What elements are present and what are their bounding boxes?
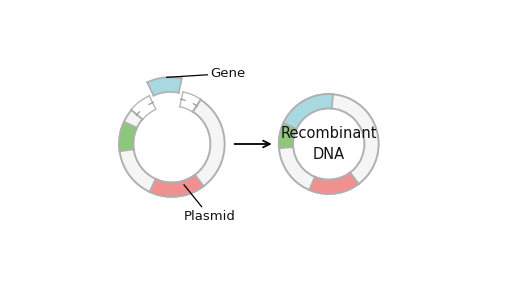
Text: Gene: Gene: [166, 67, 246, 80]
Circle shape: [279, 94, 379, 194]
Polygon shape: [147, 77, 182, 96]
Text: Plasmid: Plasmid: [183, 185, 235, 223]
Polygon shape: [119, 122, 137, 151]
Polygon shape: [309, 173, 359, 194]
Polygon shape: [150, 175, 204, 197]
Polygon shape: [119, 100, 225, 197]
Polygon shape: [180, 92, 201, 112]
Circle shape: [293, 108, 365, 180]
Text: DNA: DNA: [313, 147, 345, 162]
Text: Recombinant: Recombinant: [281, 126, 377, 141]
Polygon shape: [279, 123, 296, 148]
Polygon shape: [282, 94, 333, 132]
Polygon shape: [131, 96, 156, 120]
